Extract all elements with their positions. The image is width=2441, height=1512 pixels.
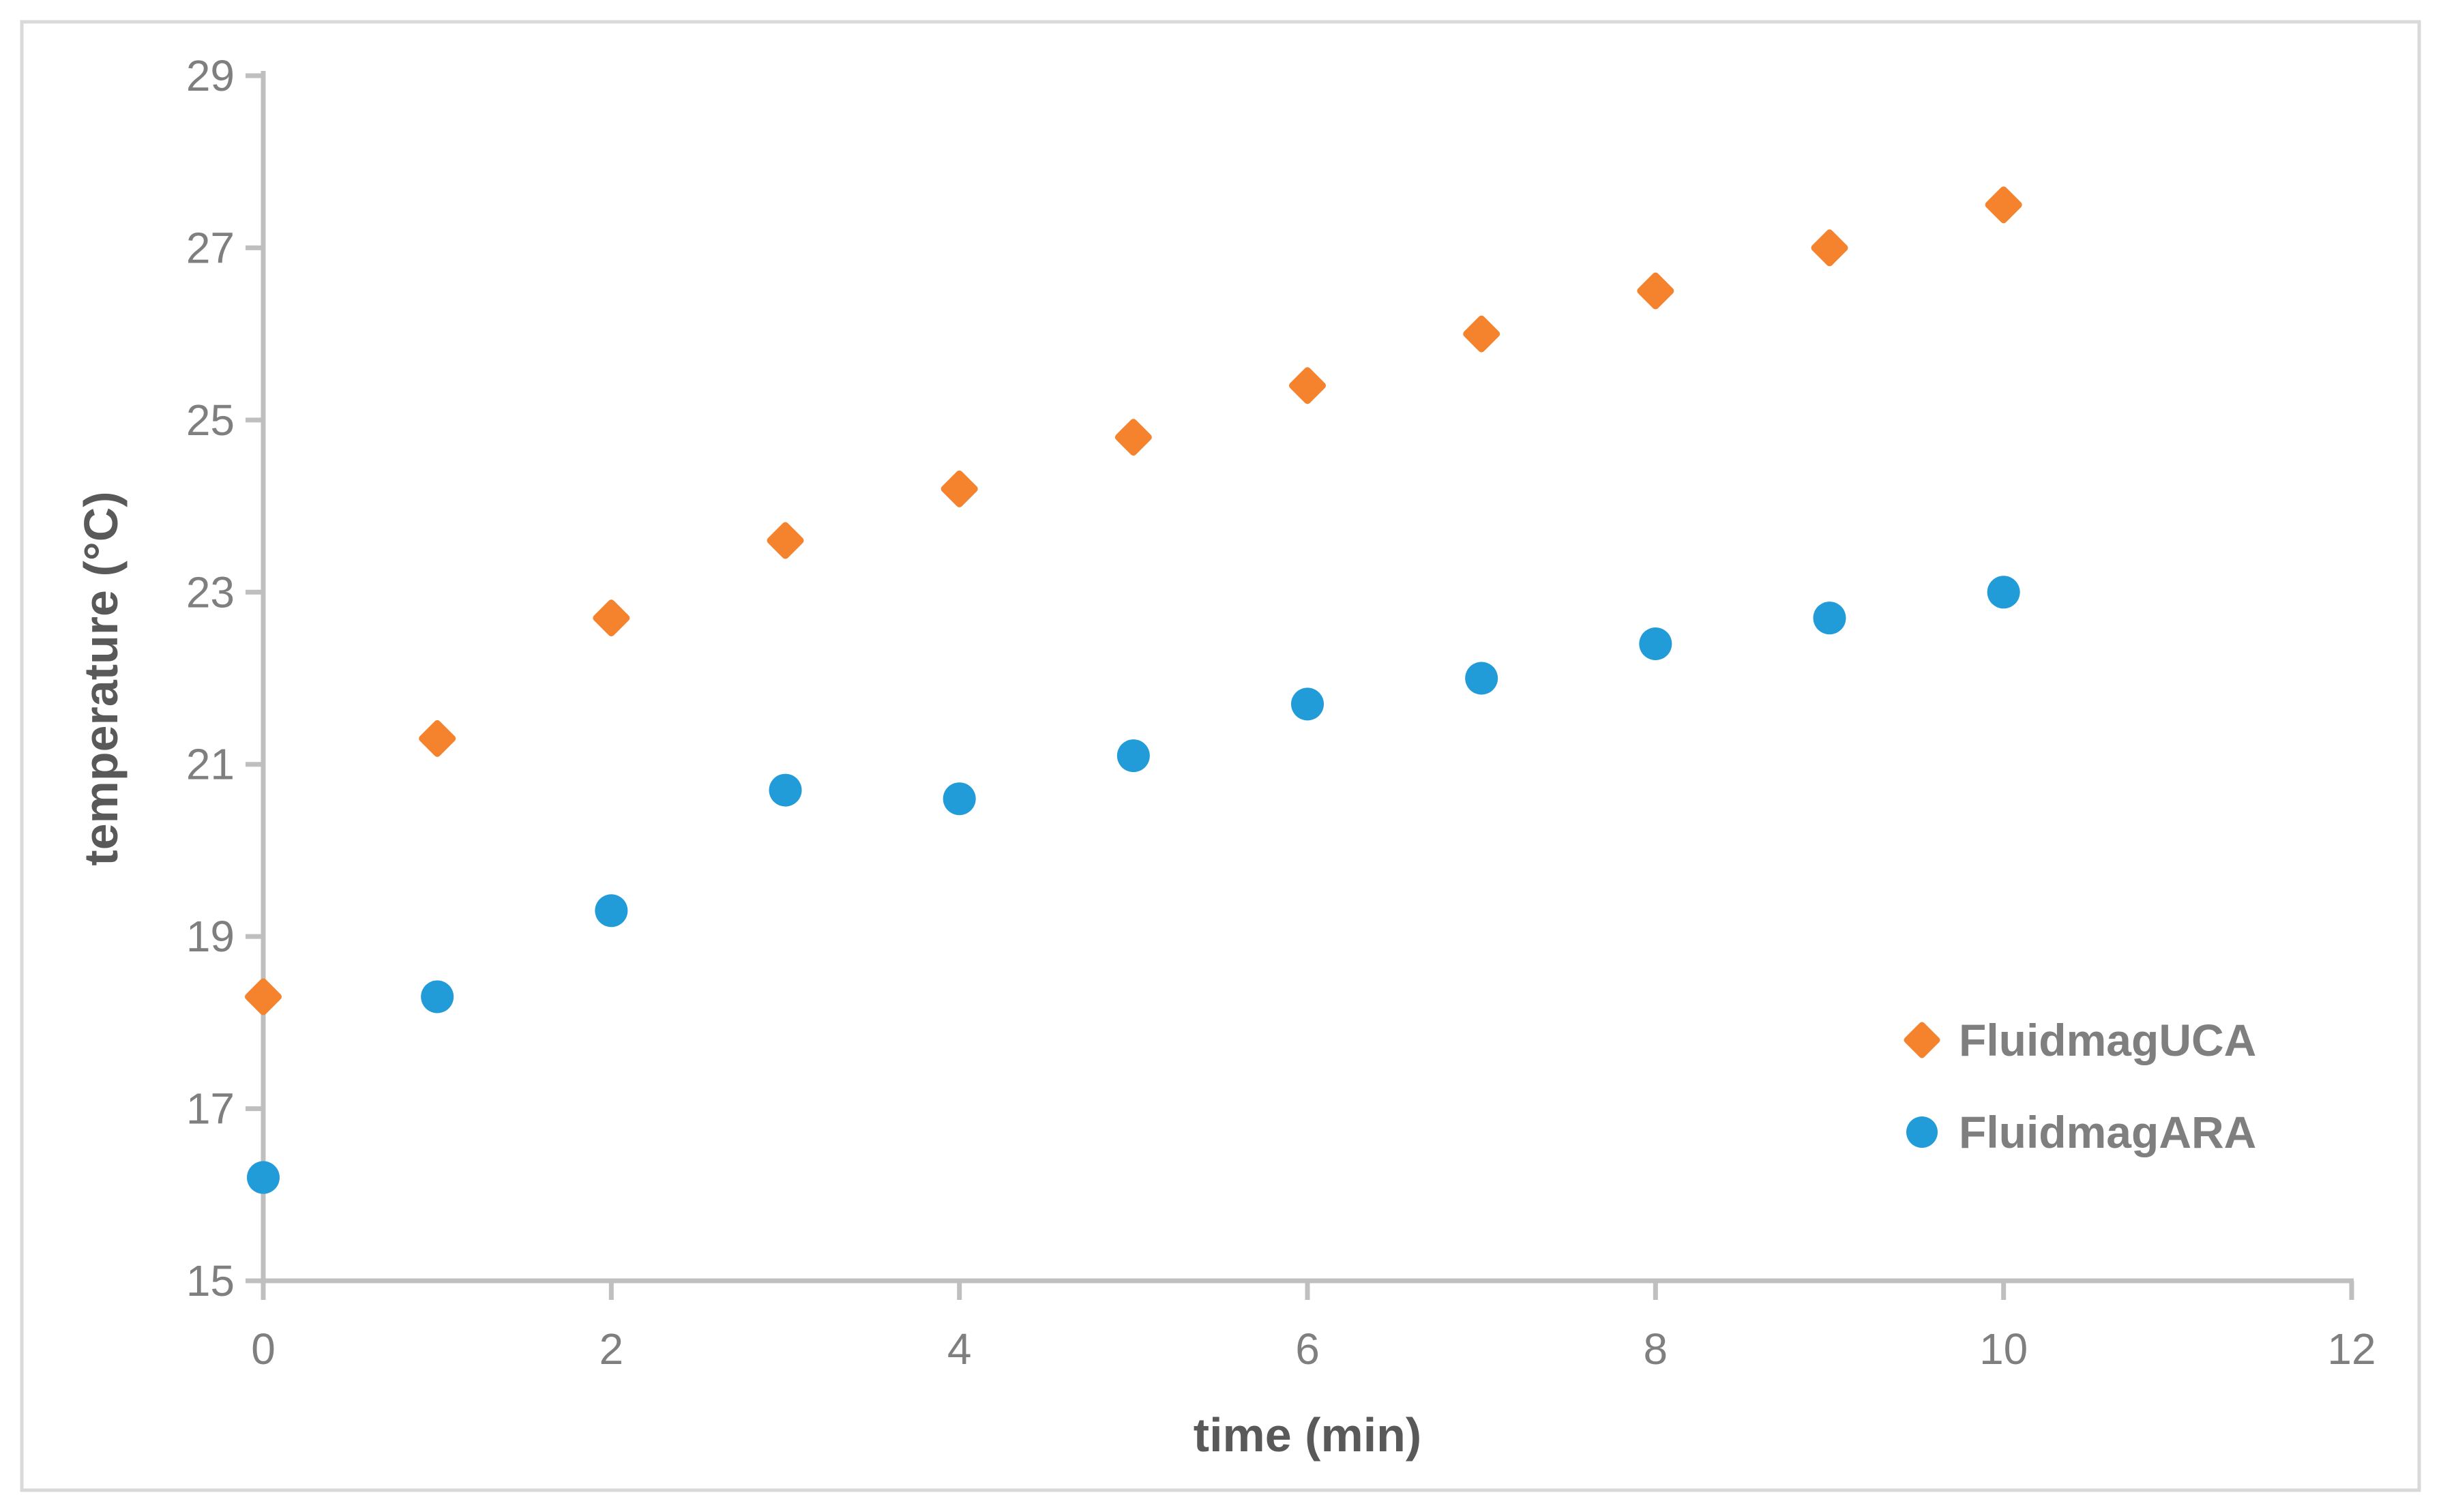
point-FluidmagUCA-t9: [1811, 229, 1848, 267]
legend-item-fluidmagara: FluidmagARA: [1906, 1107, 2256, 1157]
x-axis-title: time (min): [1194, 1408, 1421, 1462]
point-FluidmagARA-t5: [1116, 739, 1150, 773]
y-ticks-group: [246, 73, 263, 1284]
point-FluidmagARA-t8: [1639, 627, 1672, 661]
point-FluidmagUCA-t7: [1463, 315, 1500, 353]
point-FluidmagUCA-t1: [419, 720, 456, 757]
y-tick-labels-group: 15 17 19 21 23 25 27 29: [186, 51, 235, 1305]
x-tick-labels-group: 0 2 4 6 8 10 12: [251, 1324, 2376, 1374]
figure-frame-border: [20, 20, 2421, 1492]
point-FluidmagUCA-t6: [1289, 367, 1326, 404]
point-FluidmagARA-t6: [1291, 687, 1324, 721]
y-tick-label-21: 21: [186, 740, 235, 789]
point-FluidmagARA-t3: [769, 773, 802, 807]
legend: FluidmagUCA FluidmagARA: [1904, 1015, 2256, 1157]
series-FluidmagARA: [247, 576, 2020, 1194]
point-FluidmagARA-t4: [943, 782, 976, 816]
y-axis-title: temperature (°C): [74, 491, 128, 865]
series-layer: [245, 186, 2022, 1194]
y-tick-label-15: 15: [186, 1256, 235, 1305]
x-tick-label-6: 6: [1295, 1324, 1320, 1374]
point-FluidmagARA-t1: [421, 980, 454, 1013]
legend-item-fluidmaguca: FluidmagUCA: [1904, 1015, 2256, 1065]
x-ticks-group: [261, 1281, 2354, 1300]
point-FluidmagUCA-t5: [1114, 419, 1152, 456]
x-tick-label-2: 2: [600, 1324, 624, 1374]
legend-label-fluidmaguca: FluidmagUCA: [1959, 1015, 2256, 1065]
point-FluidmagARA-t7: [1465, 662, 1498, 695]
point-FluidmagARA-t9: [1813, 602, 1846, 635]
y-tick-label-29: 29: [186, 51, 235, 100]
point-FluidmagUCA-t0: [245, 978, 282, 1016]
point-FluidmagUCA-t2: [593, 599, 630, 637]
point-FluidmagUCA-t3: [767, 522, 804, 559]
x-tick-label-0: 0: [251, 1324, 276, 1374]
point-FluidmagUCA-t8: [1637, 272, 1674, 310]
legend-marker-fluidmagara-circle-icon: [1906, 1116, 1938, 1148]
y-tick-label-19: 19: [186, 912, 235, 961]
y-tick-label-27: 27: [186, 223, 235, 272]
legend-label-fluidmagara: FluidmagARA: [1959, 1107, 2256, 1157]
x-tick-label-12: 12: [2327, 1324, 2376, 1374]
x-tick-label-4: 4: [947, 1324, 972, 1374]
point-FluidmagUCA-t10: [1985, 186, 2022, 224]
point-FluidmagARA-t0: [247, 1161, 280, 1194]
x-tick-label-10: 10: [1979, 1324, 2028, 1374]
point-FluidmagARA-t2: [595, 894, 628, 928]
point-FluidmagUCA-t4: [941, 470, 978, 507]
y-tick-label-25: 25: [186, 396, 235, 445]
y-tick-label-17: 17: [186, 1084, 235, 1133]
legend-marker-fluidmaguca-diamond-outline: [1904, 1022, 1940, 1058]
point-FluidmagARA-t10: [1987, 576, 2020, 609]
series-FluidmagUCA: [245, 186, 2022, 1016]
x-tick-label-8: 8: [1644, 1324, 1668, 1374]
y-tick-label-23: 23: [186, 567, 235, 617]
